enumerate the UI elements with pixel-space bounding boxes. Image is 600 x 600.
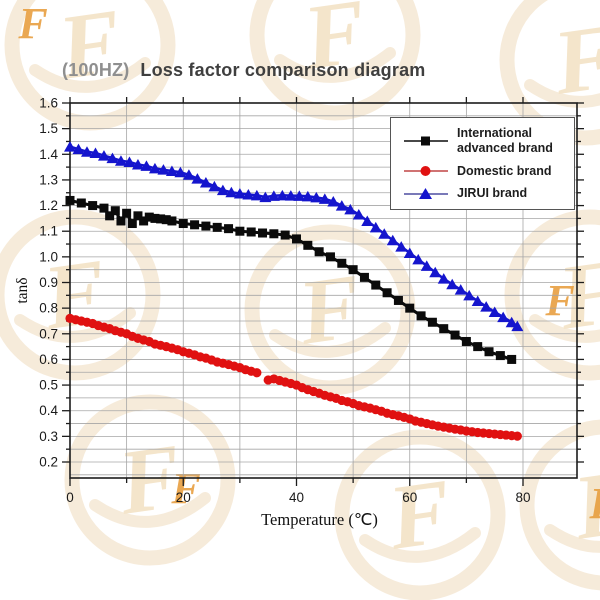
- svg-text:80: 80: [515, 490, 530, 505]
- svg-text:60: 60: [402, 490, 417, 505]
- svg-text:20: 20: [176, 490, 191, 505]
- watermark-letter-icon: F: [170, 464, 200, 513]
- svg-text:F: F: [296, 0, 372, 89]
- svg-text:40: 40: [289, 490, 304, 505]
- chart-title-text: Loss factor comparison diagram: [140, 60, 426, 80]
- series-domestic: [65, 313, 522, 441]
- svg-text:1.0: 1.0: [39, 249, 58, 264]
- watermark-letter-icon: F: [588, 479, 600, 528]
- svg-text:0.8: 0.8: [39, 301, 58, 316]
- svg-text:0.9: 0.9: [39, 275, 58, 290]
- legend-item-domestic: Domestic brand: [391, 164, 574, 178]
- chart-title: (100HZ) Loss factor comparison diagram: [62, 60, 426, 81]
- series-jirui: [64, 141, 524, 332]
- legend-label: Domestic brand: [457, 163, 552, 178]
- svg-text:F: F: [111, 424, 187, 534]
- tick-labels: 0 20 40 60 80 0.2 0.3 0.4 0.5 0.6 0.7 0.8 0.9 1.0 1.1 1…: [39, 96, 530, 506]
- watermark-logo-icon: F: [499, 0, 600, 146]
- svg-text:F: F: [36, 239, 112, 349]
- watermark-logo-icon: F: [4, 0, 176, 131]
- svg-text:0.5: 0.5: [39, 378, 58, 393]
- legend-item-jirui: JIRUI brand: [391, 186, 574, 200]
- legend-label: International advanced brand: [457, 126, 553, 155]
- y-axis-title: tanδ: [14, 277, 31, 303]
- svg-text:0: 0: [66, 490, 74, 505]
- svg-text:0.7: 0.7: [39, 326, 58, 341]
- svg-text:0.6: 0.6: [39, 352, 58, 367]
- watermark-logo-icon: F: [64, 394, 236, 566]
- svg-text:F: F: [51, 0, 127, 99]
- svg-text:1.4: 1.4: [39, 147, 58, 162]
- svg-text:1.3: 1.3: [39, 172, 58, 187]
- legend-label: JIRUI brand: [457, 186, 528, 201]
- watermark-logo-icon: F: [244, 224, 416, 396]
- svg-text:0.3: 0.3: [39, 429, 58, 444]
- legend-item-international: International advanced brand: [391, 126, 574, 155]
- square-marker-icon: [404, 136, 448, 146]
- plot-frame: [69, 102, 578, 479]
- svg-text:1.1: 1.1: [39, 224, 58, 239]
- axis-ticks: [62, 97, 584, 486]
- x-axis-title: Temperature (℃): [261, 510, 378, 529]
- triangle-marker-icon: [404, 187, 448, 199]
- watermark-letter-icon: F: [17, 0, 47, 48]
- svg-text:1.2: 1.2: [39, 198, 58, 213]
- svg-text:0.2: 0.2: [39, 455, 58, 470]
- circle-marker-icon: [404, 165, 448, 176]
- chart-title-frequency: (100HZ): [62, 60, 130, 80]
- svg-text:1.5: 1.5: [39, 121, 58, 136]
- watermark-logo-icon: F: [249, 0, 421, 121]
- svg-text:0.4: 0.4: [39, 403, 58, 418]
- watermark-letter-icon: F: [544, 276, 574, 325]
- series-international: [65, 195, 517, 364]
- legend: International advanced brand Domestic br…: [390, 117, 575, 210]
- svg-text:1.6: 1.6: [39, 96, 58, 111]
